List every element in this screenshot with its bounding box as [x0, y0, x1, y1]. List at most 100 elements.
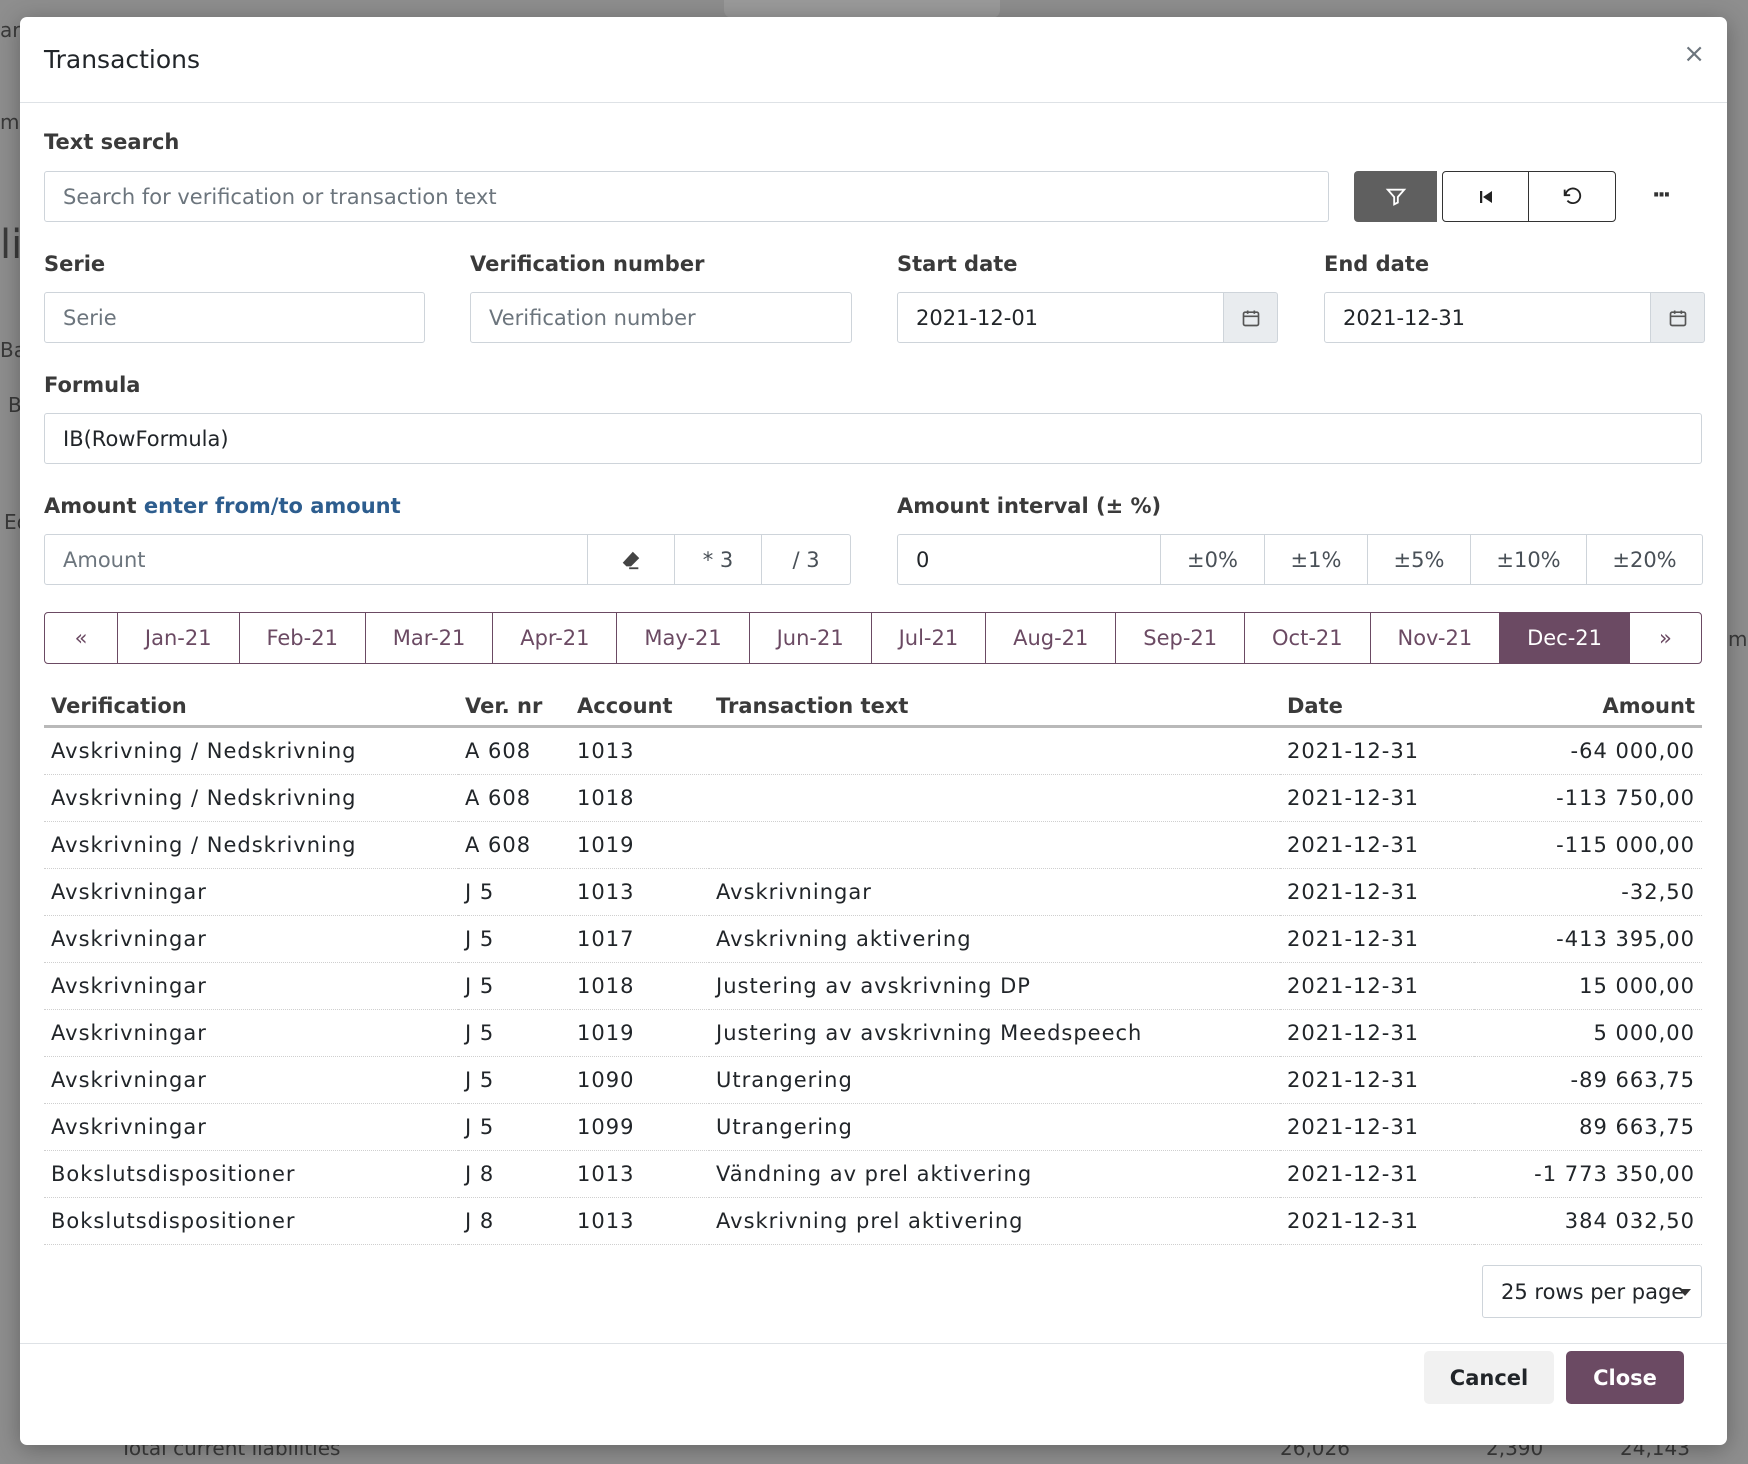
month-sep[interactable]: Sep-21	[1115, 613, 1244, 663]
serie-input[interactable]: Serie	[44, 292, 425, 343]
verification-number-input[interactable]: Verification number	[470, 292, 852, 343]
month-feb[interactable]: Feb-21	[238, 613, 365, 663]
table-row[interactable]: Avskrivningar J 5 1099 Utrangering 2021-12-3…	[44, 1103, 1702, 1151]
interval-10-button[interactable]: ±10%	[1470, 534, 1587, 585]
chevron-down-icon	[1679, 1289, 1691, 1296]
table-row[interactable]: Avskrivningar J 5 1013 Avskrivningar 2021-12…	[44, 868, 1702, 916]
start-date-calendar-button[interactable]	[1223, 292, 1278, 343]
amount-input[interactable]: Amount	[44, 534, 588, 585]
cell-verification: Avskrivningar	[44, 962, 458, 1010]
amount-interval-input[interactable]: 0	[897, 534, 1161, 585]
month-apr[interactable]: Apr-21	[492, 613, 616, 663]
cell-ver-nr: J 5	[458, 1009, 570, 1057]
cell-transaction-text: Avskrivning aktivering	[709, 915, 1280, 963]
multiply-amount-button[interactable]: * 3	[674, 534, 762, 585]
cell-verification: Avskrivningar	[44, 868, 458, 916]
month-jun[interactable]: Jun-21	[748, 613, 871, 663]
cell-amount: -113 750,00	[1474, 774, 1702, 822]
cell-date: 2021-12-31	[1280, 915, 1474, 963]
interval-0-button[interactable]: ±0%	[1160, 534, 1265, 585]
table-row[interactable]: Avskrivning / Nedskrivning A 608 1018 2021-…	[44, 774, 1702, 822]
cell-account: 1018	[570, 774, 709, 822]
cell-verification: Avskrivningar	[44, 1009, 458, 1057]
table-row[interactable]: Avskrivningar J 5 1018 Justering av avskriv…	[44, 962, 1702, 1010]
cell-account: 1013	[570, 1197, 709, 1245]
table-row[interactable]: Avskrivning / Nedskrivning A 608 1013 2021-…	[44, 726, 1702, 775]
enter-from-to-amount-link[interactable]: enter from/to amount	[143, 494, 401, 518]
eraser-icon	[622, 551, 640, 569]
cell-account: 1019	[570, 821, 709, 869]
cell-verification: Avskrivningar	[44, 915, 458, 963]
month-oct[interactable]: Oct-21	[1244, 613, 1369, 663]
table-row[interactable]: Avskrivning / Nedskrivning A 608 1019 2021-…	[44, 821, 1702, 869]
month-mar[interactable]: Mar-21	[364, 613, 492, 663]
table-row[interactable]: Bokslutsdispositioner J 8 1013 Vändning av …	[44, 1150, 1702, 1198]
rows-per-page-value: 25 rows per page	[1501, 1279, 1685, 1304]
interval-20-button[interactable]: ±20%	[1586, 534, 1703, 585]
text-search-input[interactable]: Search for verification or transaction t…	[44, 171, 1329, 222]
text-search-label: Text search	[44, 130, 180, 154]
column-header-transaction-text[interactable]: Transaction text	[709, 687, 1280, 728]
cell-amount: 384 032,50	[1474, 1197, 1702, 1245]
cell-amount: 89 663,75	[1474, 1103, 1702, 1151]
cell-ver-nr: J 5	[458, 1056, 570, 1104]
first-page-button[interactable]	[1442, 171, 1529, 222]
amount-label: Amount	[44, 494, 137, 518]
filter-icon	[1385, 188, 1406, 206]
interval-1-button[interactable]: ±1%	[1264, 534, 1368, 585]
formula-input[interactable]: IB(RowFormula)	[44, 413, 1702, 464]
close-button[interactable]: Close	[1566, 1351, 1684, 1404]
cancel-button[interactable]: Cancel	[1424, 1351, 1554, 1404]
month-jul[interactable]: Jul-21	[870, 613, 986, 663]
cell-ver-nr: J 8	[458, 1150, 570, 1198]
cell-date: 2021-12-31	[1280, 1197, 1474, 1245]
cell-amount: -1 773 350,00	[1474, 1150, 1702, 1198]
navigation-button-group	[1442, 171, 1616, 222]
interval-5-button[interactable]: ±5%	[1367, 534, 1471, 585]
month-aug[interactable]: Aug-21	[985, 613, 1115, 663]
filter-button[interactable]	[1354, 171, 1437, 222]
serie-label: Serie	[44, 252, 106, 276]
cell-verification: Avskrivning / Nedskrivning	[44, 774, 458, 822]
month-selector: « Jan-21 Feb-21 Mar-21 Apr-21 May-21 Jun…	[44, 612, 1702, 664]
column-header-ver-nr[interactable]: Ver. nr	[458, 687, 570, 728]
cell-date: 2021-12-31	[1280, 821, 1474, 869]
column-header-date[interactable]: Date	[1280, 687, 1474, 728]
table-row[interactable]: Avskrivningar J 5 1019 Justering av avskriv…	[44, 1009, 1702, 1057]
cell-account: 1013	[570, 1150, 709, 1198]
amount-input-group: Amount * 3 / 3	[44, 534, 851, 585]
amount-interval-group: 0 ±0% ±1% ±5% ±10% ±20%	[897, 534, 1703, 585]
end-date-calendar-button[interactable]	[1650, 292, 1705, 343]
month-jan[interactable]: Jan-21	[117, 613, 239, 663]
previous-year-button[interactable]: «	[74, 626, 88, 650]
clear-amount-button[interactable]	[587, 534, 675, 585]
rows-per-page-select[interactable]: 25 rows per page	[1482, 1265, 1702, 1318]
next-year-button[interactable]: »	[1628, 613, 1701, 663]
cell-verification: Bokslutsdispositioner	[44, 1197, 458, 1245]
verification-number-label: Verification number	[470, 252, 705, 276]
start-date-input[interactable]: 2021-12-01	[897, 292, 1224, 343]
more-options-icon[interactable]: ···	[1652, 183, 1671, 208]
undo-icon	[1563, 187, 1582, 204]
reset-button[interactable]	[1528, 171, 1616, 222]
column-header-verification[interactable]: Verification	[44, 687, 458, 728]
month-dec[interactable]: Dec-21	[1499, 613, 1629, 663]
cell-date: 2021-12-31	[1280, 868, 1474, 916]
amount-label-row: Amount enter from/to amount	[44, 494, 401, 518]
month-nov[interactable]: Nov-21	[1369, 613, 1500, 663]
table-row[interactable]: Bokslutsdispositioner J 8 1013 Avskrivning …	[44, 1197, 1702, 1245]
month-may[interactable]: May-21	[616, 613, 748, 663]
table-body: Avskrivning / Nedskrivning A 608 1013 2021-…	[44, 726, 1702, 1245]
cell-account: 1090	[570, 1056, 709, 1104]
divide-amount-button[interactable]: / 3	[761, 534, 851, 585]
column-header-amount[interactable]: Amount	[1474, 687, 1702, 728]
cell-verification: Avskrivningar	[44, 1056, 458, 1104]
table-row[interactable]: Avskrivningar J 5 1017 Avskrivning aktiveri…	[44, 915, 1702, 963]
close-icon[interactable]: ×	[1683, 39, 1705, 69]
table-row[interactable]: Avskrivningar J 5 1090 Utrangering 2021-12-3…	[44, 1056, 1702, 1104]
cell-transaction-text	[709, 726, 1280, 775]
cell-amount: -32,50	[1474, 868, 1702, 916]
cell-amount: -64 000,00	[1474, 726, 1702, 775]
end-date-input[interactable]: 2021-12-31	[1324, 292, 1651, 343]
column-header-account[interactable]: Account	[570, 687, 709, 728]
